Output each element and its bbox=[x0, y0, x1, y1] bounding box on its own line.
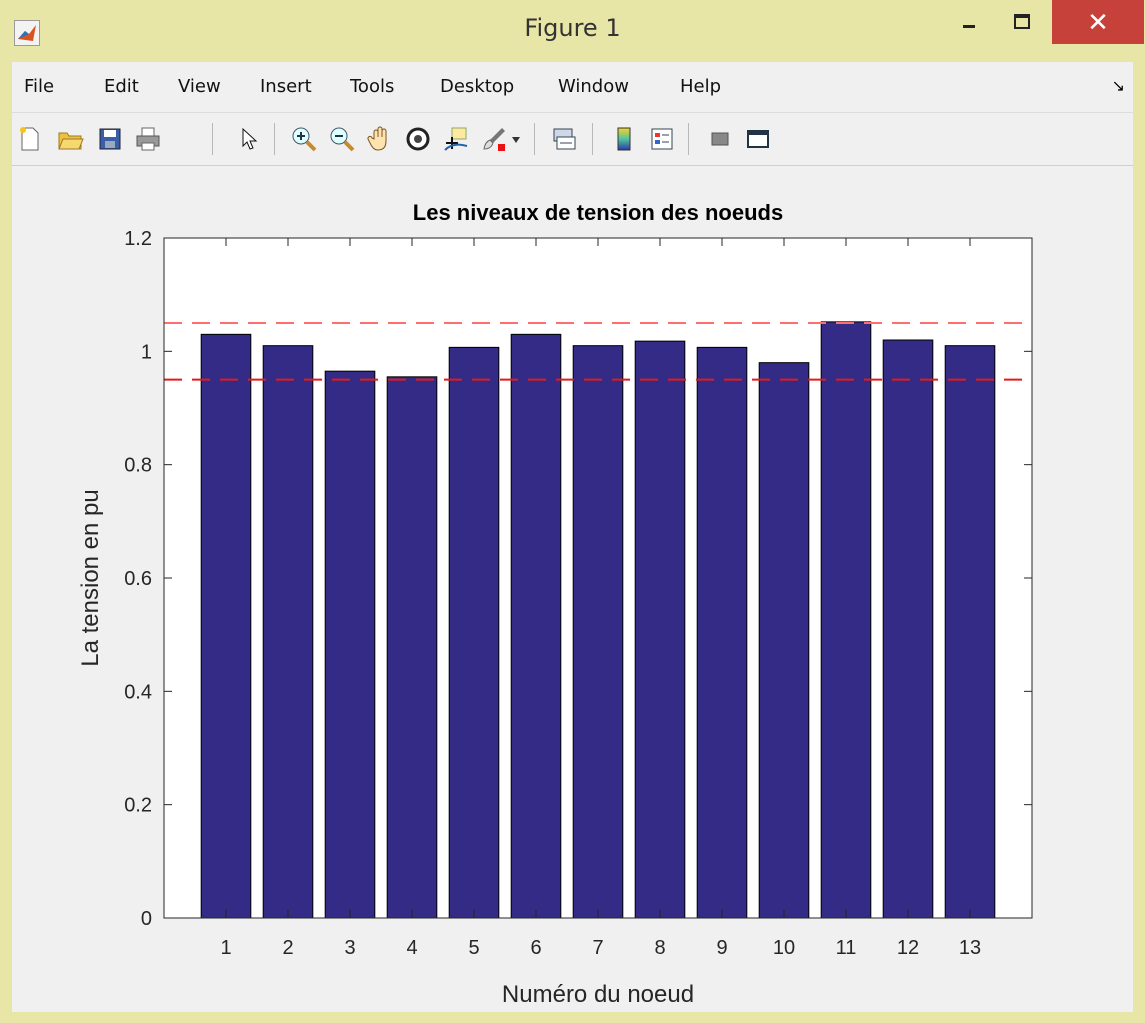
x-tick-label: 8 bbox=[654, 937, 665, 959]
bar-node-3 bbox=[324, 370, 376, 919]
menu-desktop[interactable]: Desktop bbox=[440, 76, 515, 97]
hide-plot-tools-icon[interactable] bbox=[706, 125, 734, 153]
y-axis-label: La tension en pu bbox=[77, 489, 104, 666]
y-tick-label: 1 bbox=[141, 341, 152, 363]
menu-help[interactable]: Help bbox=[680, 76, 722, 97]
minimize-icon bbox=[963, 25, 975, 28]
x-tick-label: 10 bbox=[773, 937, 795, 959]
figure-canvas: 0 0.2 0.4 0.6 0.8 1 1.2 1 2 3 4 5 6 7 8 9 10 11 12 13 Les n… bbox=[12, 166, 1133, 1012]
show-plot-tools-icon[interactable] bbox=[744, 125, 772, 153]
x-tick-label: 5 bbox=[468, 937, 479, 959]
figure-client-area: File Edit View Insert Tools Desktop Wind… bbox=[12, 62, 1133, 1012]
x-axis-label: Numéro du noeud bbox=[502, 981, 694, 1008]
bar-chart: 00.20.40.60.811.21 2 3 4 5 6 7 8 9 10 11 12 13 Les n… bbox=[77, 200, 1033, 1008]
menu-edit[interactable]: Edit bbox=[104, 76, 139, 97]
title-bar[interactable]: Figure 1 ✕ bbox=[0, 0, 1145, 62]
bar-node-1 bbox=[200, 333, 252, 919]
y-tick-label: 0 bbox=[141, 908, 152, 930]
y-tick-label: 0.6 bbox=[124, 568, 152, 590]
x-tick-label: 6 bbox=[530, 937, 541, 959]
x-tick-label: 1 bbox=[220, 937, 231, 959]
x-tick-label: 4 bbox=[406, 937, 417, 959]
legend-icon[interactable] bbox=[648, 125, 676, 153]
menu-view[interactable]: View bbox=[178, 76, 221, 97]
toolbar-separator bbox=[534, 123, 535, 155]
brush-dropdown-icon[interactable] bbox=[512, 137, 520, 143]
menu-insert[interactable]: Insert bbox=[260, 76, 312, 97]
y-tick-label: 0.2 bbox=[124, 795, 152, 817]
y-tick-label: 0.4 bbox=[124, 681, 152, 703]
print-icon[interactable] bbox=[134, 125, 162, 153]
zoom-out-icon[interactable] bbox=[328, 125, 356, 153]
save-icon[interactable] bbox=[96, 125, 124, 153]
menu-window[interactable]: Window bbox=[558, 76, 629, 97]
x-tick-label: 11 bbox=[836, 937, 857, 959]
pan-hand-icon[interactable] bbox=[366, 125, 394, 153]
x-tick-label: 12 bbox=[897, 937, 919, 959]
x-tick-label: 13 bbox=[959, 937, 981, 959]
menu-file[interactable]: File bbox=[24, 76, 55, 97]
x-tick-label: 3 bbox=[344, 937, 355, 959]
bar-node-13 bbox=[944, 345, 996, 919]
bar-node-9 bbox=[696, 346, 748, 919]
x-tick-label: 9 bbox=[716, 937, 727, 959]
bar-node-2 bbox=[262, 345, 314, 919]
new-figure-icon[interactable] bbox=[16, 125, 44, 153]
minimize-button[interactable] bbox=[944, 0, 994, 44]
rotate-3d-icon[interactable] bbox=[404, 125, 432, 153]
window-title: Figure 1 bbox=[524, 14, 621, 42]
chart-title: Les niveaux de tension des noeuds bbox=[413, 200, 783, 225]
menu-tools[interactable]: Tools bbox=[350, 76, 395, 97]
close-button[interactable]: ✕ bbox=[1052, 0, 1144, 44]
bar-node-6 bbox=[510, 333, 562, 919]
figure-toolbar bbox=[12, 113, 1133, 166]
y-tick-label: 1.2 bbox=[124, 228, 152, 250]
matlab-logo-icon[interactable] bbox=[14, 20, 40, 46]
bar-node-4 bbox=[386, 376, 438, 919]
maximize-icon bbox=[1014, 14, 1030, 29]
toolbar-separator bbox=[274, 123, 275, 155]
dock-arrow-icon[interactable]: ↘ bbox=[1111, 78, 1125, 95]
bar-node-8 bbox=[634, 340, 686, 919]
pointer-icon[interactable] bbox=[234, 125, 262, 153]
toolbar-separator bbox=[212, 123, 213, 155]
brush-icon[interactable] bbox=[480, 125, 508, 153]
toolbar-separator bbox=[688, 123, 689, 155]
bar-node-7 bbox=[572, 345, 624, 919]
zoom-in-icon[interactable] bbox=[290, 125, 318, 153]
data-cursor-icon[interactable] bbox=[442, 125, 470, 153]
menu-bar: File Edit View Insert Tools Desktop Wind… bbox=[12, 62, 1133, 113]
close-icon: ✕ bbox=[1087, 6, 1109, 37]
bar-node-11 bbox=[820, 321, 872, 919]
y-tick-label: 0.8 bbox=[124, 455, 152, 477]
link-plot-icon[interactable] bbox=[550, 125, 578, 153]
open-file-icon[interactable] bbox=[56, 125, 84, 153]
colorbar-icon[interactable] bbox=[610, 125, 638, 153]
bar-node-12 bbox=[882, 339, 934, 919]
x-tick-label: 2 bbox=[282, 937, 293, 959]
maximize-button[interactable] bbox=[996, 0, 1048, 44]
x-tick-label: 7 bbox=[592, 937, 603, 959]
toolbar-separator bbox=[592, 123, 593, 155]
bar-node-5 bbox=[448, 346, 500, 919]
bar-node-10 bbox=[758, 362, 810, 919]
